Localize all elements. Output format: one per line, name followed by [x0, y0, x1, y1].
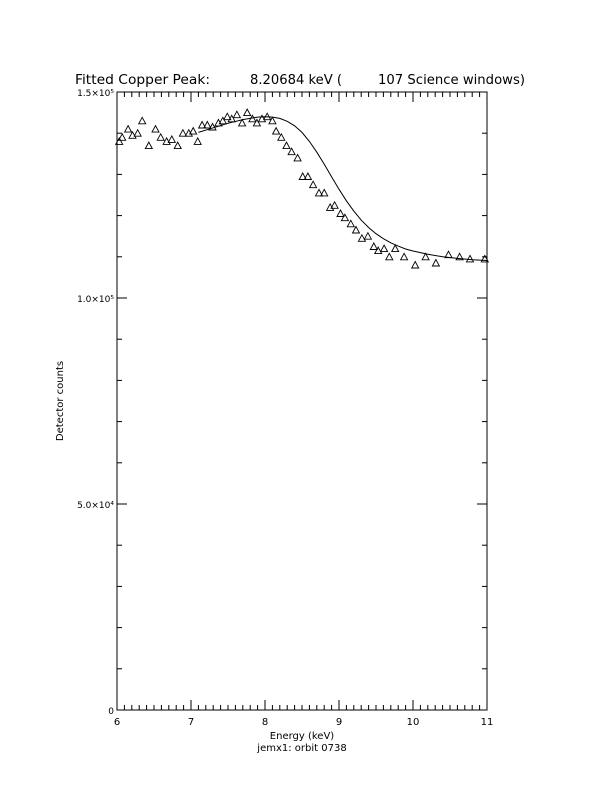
data-point-triangle	[287, 147, 296, 156]
data-point-triangle	[123, 124, 133, 133]
x-tick-label: 7	[188, 717, 194, 728]
data-point-triangle	[197, 120, 207, 129]
x-axis-label: Energy (keV)	[270, 731, 335, 742]
data-point-triangle	[410, 260, 420, 269]
data-point-triangle	[277, 132, 286, 141]
data-point-triangle	[203, 120, 212, 129]
x-tick-label: 6	[114, 717, 120, 728]
data-point-triangle	[351, 225, 361, 234]
data-point-triangle	[151, 124, 160, 133]
data-point-triangle	[390, 244, 400, 253]
data-point-triangle	[188, 126, 198, 135]
data-point-triangle	[319, 188, 329, 197]
data-point-triangle	[363, 231, 373, 240]
data-point-triangle	[465, 254, 475, 263]
y-tick-label: 1.0×10⁵	[77, 295, 114, 305]
data-point-triangle	[193, 136, 202, 145]
y-tick-label: 0	[108, 707, 114, 717]
x-tick-label: 8	[262, 717, 268, 728]
data-point-triangle	[218, 116, 228, 125]
chart-title-windows: 107 Science windows)	[378, 73, 525, 88]
data-point-triangle	[257, 114, 267, 123]
data-point-triangle	[303, 172, 313, 180]
data-point-triangle	[271, 126, 281, 135]
data-point-triangle	[373, 246, 383, 255]
data-point-triangle	[455, 252, 464, 261]
y-tick-label: 5.0×10⁴	[77, 501, 114, 511]
data-point-triangle	[268, 116, 277, 125]
y-axis-label: Detector counts	[55, 361, 66, 441]
data-point-triangle	[248, 114, 257, 123]
data-point-triangle	[252, 118, 262, 127]
data-point-triangle	[227, 114, 236, 123]
data-points	[114, 108, 490, 269]
data-point-triangle	[262, 112, 272, 121]
data-point-triangle	[336, 209, 345, 217]
data-point-triangle	[369, 242, 379, 250]
data-point-triangle	[208, 122, 217, 131]
data-point-triangle	[340, 213, 350, 222]
data-point-triangle	[178, 128, 188, 137]
data-point-triangle	[167, 134, 177, 143]
data-point-triangle	[237, 118, 247, 127]
x-tick-label: 11	[481, 717, 494, 728]
y-tick-label: 1.5×10⁵	[77, 89, 114, 99]
data-point-triangle	[173, 141, 182, 150]
data-point-triangle	[114, 136, 124, 145]
data-point-triangle	[431, 258, 441, 267]
data-point-triangle	[137, 116, 147, 125]
data-point-triangle	[162, 136, 171, 145]
fit-curve-group	[198, 116, 488, 261]
data-point-triangle	[293, 153, 302, 162]
data-point-triangle	[385, 252, 394, 261]
axis-ticks	[116, 91, 488, 711]
data-point-triangle	[223, 112, 232, 121]
x-tick-label: 9	[336, 717, 342, 728]
data-point-triangle	[242, 108, 252, 117]
data-point-triangle	[346, 219, 356, 228]
chart-footer: jemx1: orbit 0738	[256, 743, 346, 754]
data-point-triangle	[379, 244, 389, 253]
data-point-triangle	[133, 128, 142, 137]
data-point-triangle	[308, 180, 318, 189]
data-point-triangle	[128, 130, 137, 139]
x-tick-label: 10	[407, 717, 420, 728]
data-point-triangle	[156, 132, 165, 141]
data-point-triangle	[298, 172, 307, 180]
plot-frame	[116, 91, 488, 711]
data-point-triangle	[144, 141, 154, 150]
data-point-triangle	[399, 252, 409, 261]
data-point-triangle	[421, 252, 430, 261]
chart-title: Fitted Copper Peak:	[75, 73, 210, 88]
data-point-triangle	[444, 250, 453, 259]
data-point-triangle	[480, 254, 490, 263]
data-point-triangle	[282, 141, 291, 150]
data-point-triangle	[117, 132, 127, 141]
data-point-triangle	[314, 188, 324, 197]
data-point-triangle	[357, 233, 367, 242]
data-point-triangle	[232, 110, 242, 119]
chart-title-energy: 8.20684 keV (	[250, 73, 342, 88]
axis-tick-labels: 6 7 8 9 10 11 0 5.0×10⁴ 1.0×10⁵ 1.5×10⁵	[77, 89, 493, 728]
fit-curve	[198, 116, 488, 261]
data-point-triangle	[330, 200, 339, 209]
